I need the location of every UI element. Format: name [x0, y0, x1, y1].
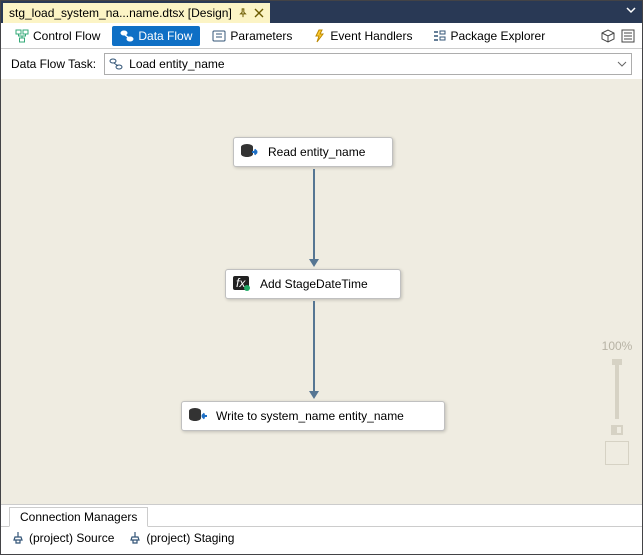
pin-icon[interactable] [238, 8, 248, 18]
task-selector-value: Load entity_name [129, 57, 224, 71]
connection-managers-tab[interactable]: Connection Managers [9, 507, 148, 527]
connection-icon [128, 531, 142, 545]
node-source[interactable]: Read entity_name [233, 137, 393, 167]
tab-label: Event Handlers [330, 29, 412, 43]
db-source-icon [240, 143, 260, 161]
connection-label: (project) Source [29, 531, 114, 545]
chevron-down-icon [617, 59, 627, 69]
connection-icon [11, 531, 25, 545]
task-selector-label: Data Flow Task: [11, 57, 96, 71]
zoom-region-icon[interactable] [605, 441, 629, 465]
zoom-label: 100% [602, 339, 633, 353]
tab-package-explorer[interactable]: Package Explorer [424, 26, 553, 46]
connection-managers-tabrow: Connection Managers [1, 505, 642, 527]
zoom-slider[interactable] [615, 359, 619, 419]
tab-label: Control Flow [33, 29, 100, 43]
zoom-thumb[interactable] [612, 359, 622, 365]
control-flow-icon [15, 29, 29, 43]
arrow-head-icon [309, 259, 319, 267]
connector[interactable] [313, 301, 315, 393]
tab-label: Data Flow [138, 29, 192, 43]
package-3d-icon[interactable] [600, 28, 616, 44]
task-selector-row: Data Flow Task: Load entity_name [1, 49, 642, 79]
parameters-icon [212, 29, 226, 43]
event-handlers-icon [312, 29, 326, 43]
zoom-fit-icon[interactable] [611, 425, 623, 435]
db-destination-icon [188, 407, 208, 425]
tab-data-flow[interactable]: Data Flow [112, 26, 200, 46]
connector[interactable] [313, 169, 315, 261]
derived-column-icon: fx [232, 275, 252, 293]
tab-event-handlers[interactable]: Event Handlers [304, 26, 420, 46]
node-destination[interactable]: Write to system_name entity_name [181, 401, 445, 431]
close-icon[interactable] [254, 8, 264, 18]
designer-tab-bar: Control Flow Data Flow Parameters Event … [1, 23, 642, 49]
zoom-control: 100% [602, 339, 632, 465]
document-tab[interactable]: stg_load_system_na...name.dtsx [Design] [3, 3, 270, 23]
node-derived-column[interactable]: fx Add StageDateTime [225, 269, 401, 299]
arrow-head-icon [309, 391, 319, 399]
tab-label: Parameters [230, 29, 292, 43]
data-flow-task-icon [109, 57, 123, 71]
tab-control-flow[interactable]: Control Flow [7, 26, 108, 46]
connection-manager-item-staging[interactable]: (project) Staging [128, 531, 234, 545]
document-tab-strip: stg_load_system_na...name.dtsx [Design] [1, 1, 642, 23]
design-canvas[interactable]: Read entity_name fx Add StageDateTime Wr… [1, 79, 642, 504]
data-flow-icon [120, 29, 134, 43]
task-selector[interactable]: Load entity_name [104, 53, 632, 75]
tab-overflow-icon[interactable] [626, 5, 636, 15]
node-label: Add StageDateTime [260, 277, 368, 291]
package-explorer-icon [432, 29, 446, 43]
connection-managers-panel: Connection Managers (project) Source (pr… [1, 504, 642, 554]
node-label: Write to system_name entity_name [216, 409, 404, 423]
tab-label: Package Explorer [450, 29, 545, 43]
variables-icon[interactable] [620, 28, 636, 44]
tab-parameters[interactable]: Parameters [204, 26, 300, 46]
node-label: Read entity_name [268, 145, 365, 159]
connection-manager-item-source[interactable]: (project) Source [11, 531, 114, 545]
document-tab-title: stg_load_system_na...name.dtsx [Design] [9, 6, 232, 20]
connection-label: (project) Staging [146, 531, 234, 545]
connection-managers-body: (project) Source (project) Staging [1, 527, 642, 549]
connection-managers-title: Connection Managers [20, 510, 137, 524]
